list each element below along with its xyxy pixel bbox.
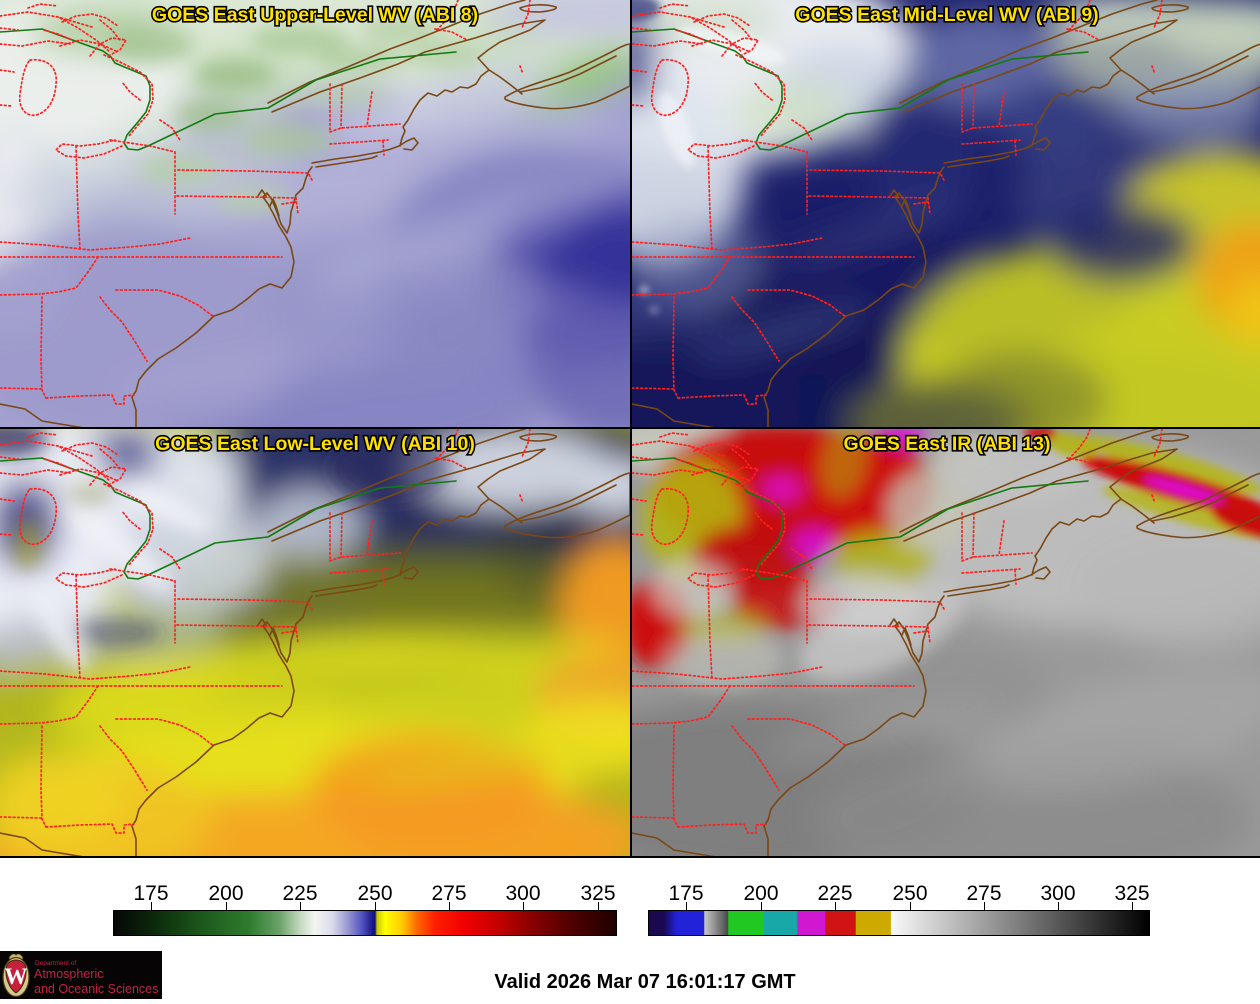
svg-text:Atmospheric: Atmospheric (34, 967, 103, 981)
svg-text:GOES East IR (ABI 13): GOES East IR (ABI 13) (844, 433, 1051, 455)
svg-text:and Oceanic Sciences: and Oceanic Sciences (34, 982, 158, 996)
svg-text:Department of: Department of (35, 960, 76, 967)
svg-text:GOES East Low-Level WV (ABI 10: GOES East Low-Level WV (ABI 10) (155, 433, 475, 455)
svg-text:W: W (5, 964, 28, 989)
svg-text:GOES East Upper-Level WV (ABI: GOES East Upper-Level WV (ABI 8) (152, 4, 478, 26)
svg-text:GOES East Mid-Level WV (ABI 9): GOES East Mid-Level WV (ABI 9) (795, 4, 1098, 26)
